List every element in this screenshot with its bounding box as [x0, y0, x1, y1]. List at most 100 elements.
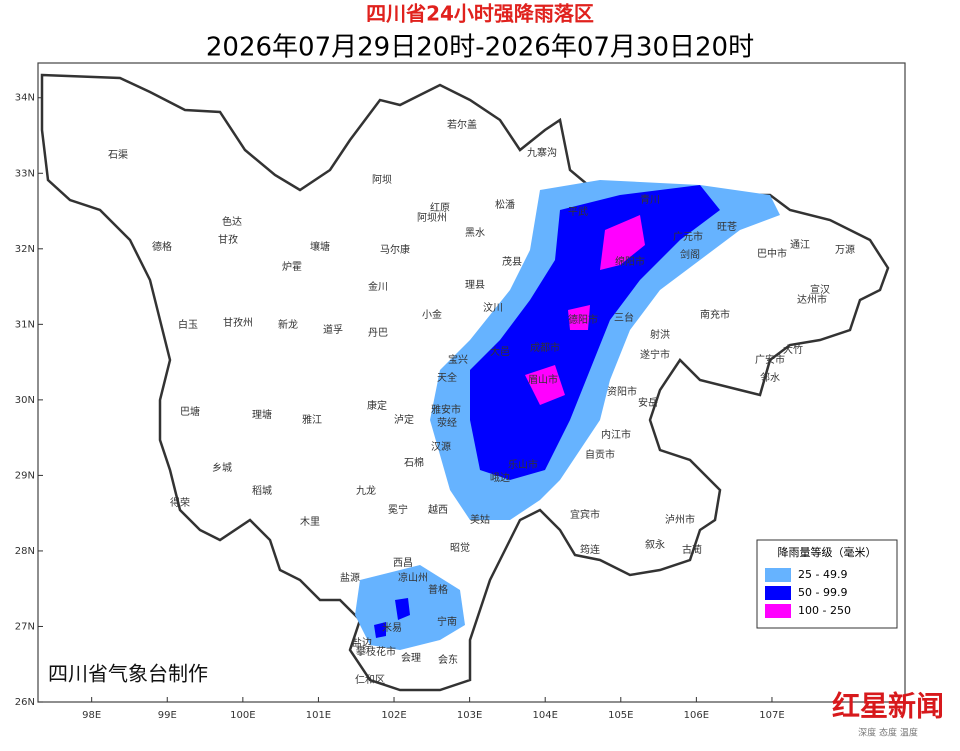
- place-label: 旺苍: [717, 220, 737, 233]
- place-label: 剑阁: [680, 248, 700, 261]
- place-label: 理县: [465, 279, 485, 291]
- place-label: 成都市: [530, 341, 560, 354]
- place-label: 宝兴: [448, 353, 468, 366]
- place-label: 盐边: [352, 636, 372, 649]
- place-label: 西昌: [393, 557, 413, 569]
- rain-severe: [525, 215, 645, 405]
- place-label: 邻水: [760, 371, 780, 384]
- place-label: 乐山市: [508, 458, 538, 471]
- place-label: 越西: [428, 503, 448, 516]
- place-label: 色达: [222, 215, 242, 228]
- place-label: 得荣: [170, 497, 190, 509]
- place-label: 壤塘: [310, 240, 330, 253]
- place-label: 会理: [401, 651, 421, 664]
- place-label: 昭觉: [450, 542, 470, 554]
- place-label: 内江市: [601, 428, 631, 441]
- place-label: 大竹: [783, 343, 803, 356]
- place-label: 红原: [430, 201, 450, 214]
- place-label: 普格: [428, 583, 448, 596]
- place-label: 德阳市: [568, 313, 598, 326]
- x-tick-label: 105E: [608, 710, 633, 721]
- subtitle: 2026年07月29日20时-2026年07月30日20时: [206, 33, 754, 63]
- place-label: 炉霍: [282, 261, 302, 273]
- title: 四川省24小时强降雨落区: [366, 2, 594, 26]
- x-tick-label: 101E: [306, 710, 331, 721]
- place-label: 甘孜州: [223, 316, 253, 329]
- place-label: 石渠: [108, 149, 128, 161]
- place-label: 峨边: [490, 472, 510, 484]
- place-label: 万源: [835, 243, 855, 256]
- place-label: 米易: [382, 621, 402, 634]
- y-tick-label: 27N: [15, 621, 35, 632]
- place-label: 甘孜: [218, 233, 238, 246]
- x-tick-label: 99E: [158, 710, 177, 721]
- place-label: 雅江: [302, 413, 322, 426]
- y-tick-label: 33N: [15, 168, 35, 179]
- place-label: 盐源: [340, 571, 360, 584]
- place-label: 巴中市: [757, 247, 787, 260]
- place-label: 丹巴: [368, 327, 388, 339]
- place-label: 巴塘: [180, 405, 200, 418]
- place-label: 美姑: [470, 513, 490, 526]
- place-label: 汶川: [483, 301, 503, 314]
- place-label: 阿坝: [372, 174, 392, 186]
- place-label: 马尔康: [380, 243, 410, 256]
- place-label: 茂县: [502, 255, 522, 268]
- place-label: 攀枝花市: [356, 645, 396, 658]
- place-label: 筠连: [580, 543, 600, 556]
- legend-swatch: [765, 568, 791, 582]
- place-label: 泸定: [394, 413, 414, 426]
- watermark: 红星新闻: [832, 690, 944, 723]
- place-label: 绵阳市: [615, 255, 645, 268]
- place-label: 宣汉: [810, 283, 830, 296]
- place-label: 通江: [790, 239, 810, 251]
- place-label: 泸州市: [665, 513, 695, 526]
- place-label: 古蔺: [682, 543, 702, 556]
- place-label: 乡城: [212, 462, 232, 474]
- credit: 四川省气象台制作: [48, 662, 208, 686]
- x-tick-label: 107E: [759, 710, 784, 721]
- x-tick-label: 104E: [532, 710, 557, 721]
- x-tick-label: 102E: [381, 710, 406, 721]
- y-tick-label: 34N: [15, 93, 35, 104]
- legend-title: 降雨量等级（毫米）: [778, 545, 877, 559]
- place-label: 宁南: [437, 615, 457, 628]
- rain-heavy: [470, 185, 720, 480]
- place-label: 冕宁: [388, 503, 408, 516]
- place-label: 荥经: [437, 416, 457, 429]
- place-label: 青川: [640, 193, 660, 206]
- y-tick-label: 26N: [15, 697, 35, 708]
- watermark-slogan: 深度 态度 温度: [858, 727, 918, 739]
- place-label: 三台: [614, 311, 634, 324]
- place-label: 自贡市: [585, 448, 615, 461]
- place-label: 广元市: [673, 230, 703, 243]
- place-label: 康定: [367, 399, 387, 412]
- place-label: 射洪: [650, 329, 670, 341]
- legend-items: 25 - 49.9 50 - 99.9 100 - 250: [765, 568, 851, 618]
- place-label: 天全: [437, 371, 457, 384]
- place-label: 汉源: [431, 440, 451, 453]
- x-tick-label: 98E: [82, 710, 101, 721]
- x-tick-label: 100E: [230, 710, 255, 721]
- y-tick-label: 30N: [15, 395, 35, 406]
- axis-ticks: 98E 99E 100E 101E 102E 103E 104E 105E 106E 107E 26…: [15, 93, 785, 721]
- place-label: 理塘: [252, 408, 272, 421]
- place-label: 道孚: [323, 323, 343, 336]
- place-label: 德格: [152, 240, 172, 253]
- place-label: 南充市: [700, 308, 730, 321]
- place-label: 广安市: [755, 353, 785, 366]
- place-label: 达州市: [797, 293, 827, 306]
- place-label: 叙永: [645, 538, 665, 551]
- x-tick-label: 103E: [457, 710, 482, 721]
- place-label: 会东: [438, 653, 458, 666]
- place-label: 新龙: [278, 318, 298, 331]
- y-tick-label: 31N: [15, 319, 35, 330]
- place-label: 稻城: [252, 485, 272, 497]
- place-label: 若尔盖: [447, 118, 477, 131]
- y-tick-label: 28N: [15, 546, 35, 557]
- place-label: 宜宾市: [570, 508, 600, 521]
- place-label: 九寨沟: [527, 146, 557, 159]
- legend-swatch: [765, 586, 791, 600]
